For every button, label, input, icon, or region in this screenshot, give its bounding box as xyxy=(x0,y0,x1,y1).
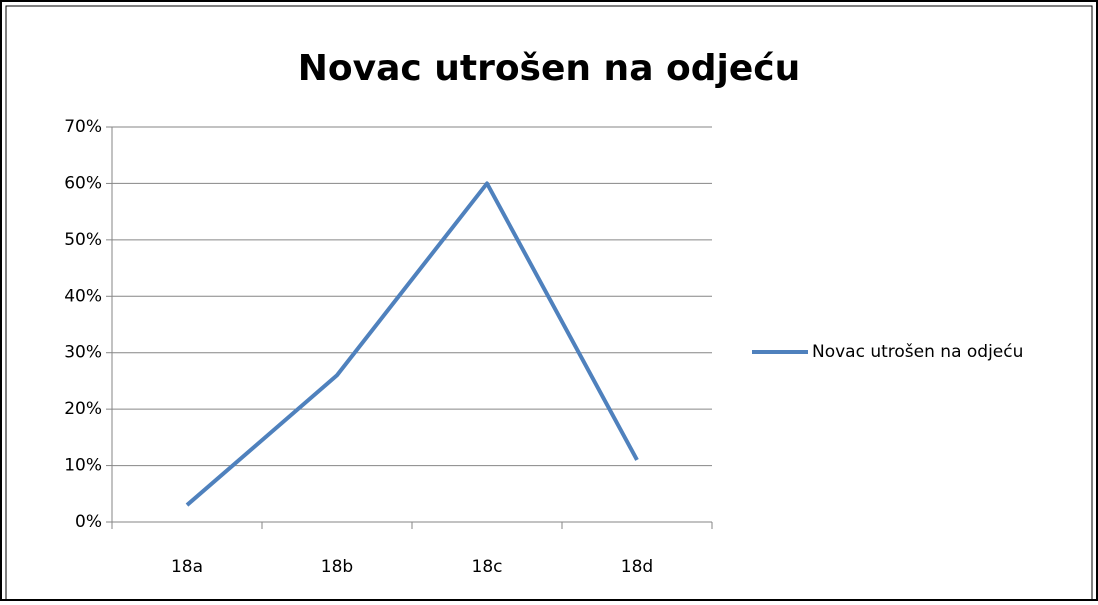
y-tick-label: 10% xyxy=(64,456,102,476)
y-tick-label: 0% xyxy=(75,512,102,532)
series-line xyxy=(185,181,639,507)
x-tick-label: 18a xyxy=(171,557,203,577)
y-tick-label: 20% xyxy=(64,399,102,419)
y-tick-label: 40% xyxy=(64,286,102,306)
inner-frame xyxy=(5,5,1093,601)
chart-title: Novac utrošen na odjeću xyxy=(298,48,801,89)
x-tick-label: 18b xyxy=(321,557,353,577)
y-tick-label: 30% xyxy=(64,343,102,363)
y-tick-label: 50% xyxy=(64,230,102,250)
x-tick-label: 18d xyxy=(621,557,653,577)
y-tick-label: 70% xyxy=(64,117,102,137)
y-tick-label: 60% xyxy=(64,173,102,193)
legend-label: Novac utrošen na odjeću xyxy=(812,342,1023,362)
x-tick-label: 18c xyxy=(472,557,503,577)
